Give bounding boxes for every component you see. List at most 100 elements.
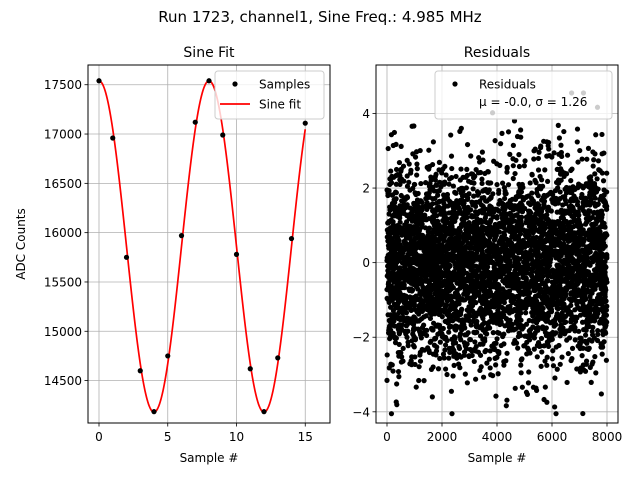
- residual-point: [580, 208, 587, 214]
- residual-point: [390, 238, 396, 244]
- residual-point: [458, 337, 464, 343]
- sine-fit-xtick-label: 5: [164, 430, 172, 444]
- residual-point: [453, 239, 459, 245]
- residual-point: [593, 313, 599, 320]
- residual-point: [503, 315, 509, 322]
- residual-point: [464, 380, 470, 386]
- residual-point: [482, 237, 488, 243]
- residual-point: [534, 264, 541, 270]
- residuals-ytick-label: −2: [352, 331, 370, 345]
- residual-point: [389, 245, 395, 251]
- residual-point: [601, 187, 607, 193]
- residual-point: [407, 261, 414, 267]
- residual-point: [494, 293, 500, 300]
- sine-fit-ytick-label: 17000: [44, 128, 82, 142]
- residual-point: [446, 181, 452, 187]
- residual-point: [403, 310, 410, 316]
- sample-point: [123, 254, 130, 260]
- residual-point: [443, 292, 449, 298]
- residual-point: [388, 168, 394, 174]
- sine-fit-title: Sine Fit: [183, 45, 235, 61]
- residual-point: [496, 330, 502, 336]
- residual-point: [511, 118, 518, 124]
- residual-point: [428, 239, 434, 245]
- residual-point: [596, 300, 602, 306]
- residual-point: [414, 166, 420, 172]
- residual-point: [547, 232, 553, 238]
- residual-point: [433, 243, 439, 249]
- residual-point: [598, 391, 604, 397]
- residual-point: [479, 149, 485, 155]
- residual-point: [523, 255, 529, 261]
- residual-point: [431, 221, 437, 227]
- residual-point: [504, 350, 510, 356]
- residual-point: [487, 223, 493, 229]
- residual-point: [452, 326, 458, 332]
- residual-point: [488, 195, 494, 201]
- residual-point: [566, 227, 573, 233]
- residual-point: [542, 384, 548, 390]
- residual-point: [418, 180, 424, 187]
- residual-point: [468, 263, 475, 269]
- residual-point: [576, 328, 582, 334]
- residual-point: [524, 265, 531, 271]
- residual-point: [439, 206, 446, 212]
- residual-point: [537, 286, 543, 292]
- residual-point: [394, 402, 400, 408]
- residual-point: [392, 204, 398, 210]
- residual-point: [454, 203, 460, 209]
- residual-point: [538, 254, 544, 260]
- residual-point: [501, 341, 507, 347]
- residual-point: [515, 305, 521, 311]
- residual-point: [518, 217, 524, 224]
- residual-point: [587, 208, 593, 214]
- residual-point: [400, 248, 407, 254]
- residual-point: [466, 286, 472, 292]
- residual-point: [461, 259, 467, 265]
- residual-point: [463, 185, 469, 191]
- residual-point: [427, 290, 433, 296]
- residual-point: [585, 233, 592, 240]
- residual-point: [450, 284, 456, 291]
- residual-point: [503, 403, 509, 409]
- residual-point: [586, 215, 592, 221]
- residual-point: [519, 326, 525, 332]
- residual-point: [406, 179, 412, 185]
- residual-point: [562, 247, 568, 254]
- residual-point: [437, 339, 443, 345]
- residual-point: [545, 143, 551, 149]
- residual-point: [399, 198, 405, 204]
- residual-point: [511, 254, 517, 261]
- residual-point: [427, 315, 434, 322]
- residual-point: [418, 235, 424, 241]
- residual-point: [514, 278, 520, 284]
- residual-point: [587, 190, 593, 196]
- residual-point: [588, 197, 594, 203]
- residual-point: [466, 207, 472, 213]
- residual-point: [401, 317, 408, 324]
- residual-point: [440, 351, 447, 357]
- residual-point: [490, 282, 497, 288]
- residual-point: [414, 197, 421, 203]
- residual-point: [598, 286, 604, 292]
- residual-point: [601, 150, 607, 156]
- residual-point: [443, 195, 449, 201]
- residual-point: [422, 293, 428, 299]
- residual-point: [515, 298, 521, 304]
- residual-point: [397, 177, 403, 183]
- sample-point: [192, 119, 198, 125]
- residual-point: [539, 324, 546, 331]
- sample-point: [137, 368, 143, 374]
- residual-point: [404, 157, 410, 163]
- residual-point: [541, 138, 547, 144]
- residual-point: [471, 180, 477, 186]
- residual-point: [463, 291, 469, 297]
- residual-point: [404, 183, 411, 189]
- residual-point: [598, 208, 604, 214]
- residual-point: [468, 322, 474, 328]
- sample-point: [110, 135, 116, 141]
- residual-point: [420, 284, 426, 290]
- residual-point: [516, 190, 522, 196]
